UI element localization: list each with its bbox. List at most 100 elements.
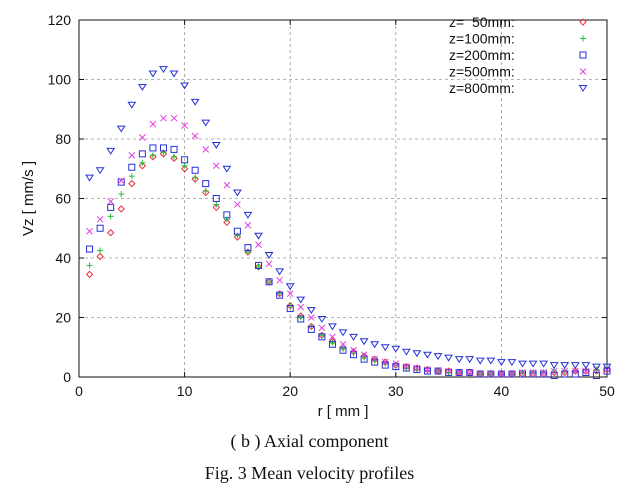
data-point xyxy=(254,232,263,240)
data-point xyxy=(211,141,221,149)
data-point xyxy=(519,369,526,376)
data-point xyxy=(561,367,569,375)
data-point xyxy=(528,360,538,368)
series-1 xyxy=(85,150,611,378)
data-point xyxy=(96,215,104,223)
data-point xyxy=(339,340,347,348)
data-point xyxy=(86,245,94,253)
data-point xyxy=(401,348,411,356)
data-point xyxy=(148,70,158,78)
data-point xyxy=(85,174,94,182)
data-point xyxy=(244,249,251,256)
data-point xyxy=(433,353,443,361)
data-point xyxy=(540,370,548,378)
data-point xyxy=(86,227,93,235)
y-tick-label: 0 xyxy=(63,369,71,385)
y-tick-label: 120 xyxy=(48,12,72,28)
data-point xyxy=(97,247,104,254)
legend-marker xyxy=(579,51,587,59)
data-point xyxy=(496,359,506,367)
data-point xyxy=(159,144,167,152)
data-point xyxy=(181,162,188,169)
data-point xyxy=(128,173,135,180)
data-point xyxy=(444,354,454,362)
data-point xyxy=(550,367,558,375)
data-point xyxy=(170,145,178,153)
data-point xyxy=(296,296,306,304)
data-point xyxy=(297,303,305,311)
data-point xyxy=(508,370,516,378)
data-point xyxy=(107,213,114,220)
data-point xyxy=(234,232,241,239)
data-point xyxy=(445,369,453,377)
data-point xyxy=(276,290,283,297)
data-point xyxy=(117,177,125,185)
data-point xyxy=(149,144,157,152)
data-point xyxy=(529,369,537,376)
legend-label: z=500mm: xyxy=(449,64,515,80)
data-point xyxy=(307,325,315,333)
data-point xyxy=(350,346,357,354)
data-point xyxy=(592,372,600,380)
x-axis-label: r [ mm ] xyxy=(318,403,369,420)
x-tick-label: 0 xyxy=(75,383,83,399)
data-point xyxy=(201,119,211,127)
data-point xyxy=(318,333,326,341)
x-tick-label: 20 xyxy=(282,383,298,399)
data-point xyxy=(137,83,147,91)
data-point xyxy=(370,341,380,349)
data-point xyxy=(127,101,137,109)
data-point xyxy=(338,329,348,337)
data-point xyxy=(223,218,231,227)
legend-marker xyxy=(578,85,588,92)
data-point xyxy=(160,149,167,156)
data-point xyxy=(255,261,263,269)
data-point xyxy=(171,153,178,160)
data-point xyxy=(118,191,125,198)
data-point xyxy=(360,351,368,359)
data-point xyxy=(202,188,209,195)
legend-label: z=200mm: xyxy=(449,47,515,63)
data-point xyxy=(160,114,167,122)
x-tick-label: 40 xyxy=(494,383,510,399)
data-point xyxy=(244,244,252,252)
data-point xyxy=(180,82,190,90)
scatter-chart: 0 10 20 30 40 50 0 20 40 60 80 100 120 z= 50mm:z=100… xyxy=(20,12,615,420)
data-point xyxy=(549,362,559,370)
data-point xyxy=(244,221,252,229)
data-point xyxy=(581,362,591,370)
data-point xyxy=(592,363,601,371)
data-point xyxy=(192,174,199,181)
data-point xyxy=(213,201,220,208)
data-point xyxy=(349,333,358,341)
data-point xyxy=(445,367,452,375)
data-point xyxy=(328,323,337,331)
series-4 xyxy=(86,114,611,378)
data-point xyxy=(602,363,612,371)
data-point xyxy=(507,359,517,367)
legend-label: z=100mm: xyxy=(449,31,515,47)
data-point xyxy=(139,134,146,141)
y-tick-label: 20 xyxy=(55,310,71,326)
data-point xyxy=(297,315,305,323)
data-point xyxy=(424,366,431,373)
axes: 0 10 20 30 40 50 0 20 40 60 80 100 120 xyxy=(48,12,615,399)
data-point xyxy=(286,290,294,298)
data-point xyxy=(539,360,549,368)
y-tick-label: 40 xyxy=(55,250,71,266)
data-point xyxy=(434,367,442,375)
data-points xyxy=(85,66,612,380)
data-point xyxy=(487,370,495,378)
data-point xyxy=(412,350,422,358)
legend-marker xyxy=(580,35,586,42)
data-point xyxy=(465,356,475,364)
data-point xyxy=(170,114,178,122)
data-point xyxy=(128,163,136,171)
data-point xyxy=(466,369,474,376)
legend-marker xyxy=(579,18,587,26)
data-point xyxy=(95,167,105,175)
data-point xyxy=(202,146,210,153)
data-point xyxy=(476,370,484,378)
data-point xyxy=(234,201,241,208)
data-point xyxy=(371,355,379,363)
